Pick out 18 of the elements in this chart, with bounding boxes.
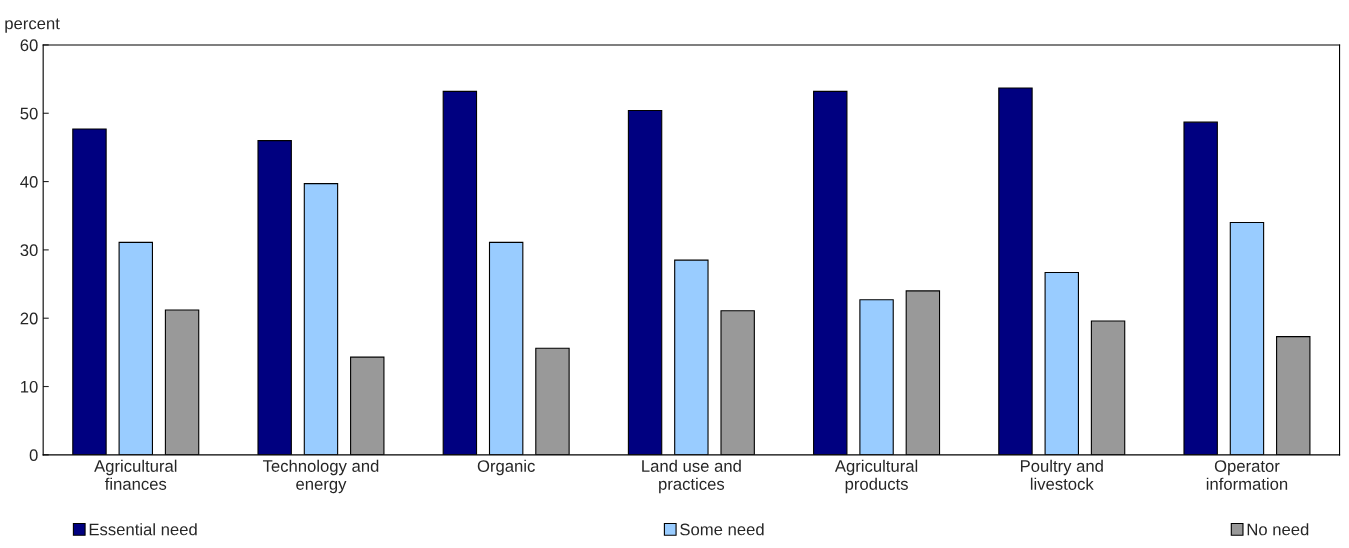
x-tick-label: Agricultural products bbox=[834, 459, 918, 494]
y-tick-label: 20 bbox=[20, 312, 38, 325]
x-tick-label: Operator information bbox=[1206, 460, 1288, 490]
y-tick-label: 0 bbox=[29, 449, 38, 462]
legend-label: No need bbox=[1247, 523, 1309, 536]
legend-label: Some need bbox=[680, 523, 764, 536]
legend-label: Essential need bbox=[89, 523, 197, 536]
x-tick-label: Technology and energy bbox=[262, 459, 379, 494]
y-axis-title: percent bbox=[5, 18, 60, 33]
x-tick-label: Poultry and livestock bbox=[1020, 459, 1103, 490]
y-tick-label: 30 bbox=[20, 244, 38, 257]
x-tick-label: Agricultural finances bbox=[94, 459, 177, 490]
y-tick-label: 10 bbox=[21, 380, 38, 393]
y-tick-label: 40 bbox=[20, 175, 38, 188]
x-tick-label: Land use and practices bbox=[642, 459, 741, 494]
x-tick-label: Organic bbox=[477, 459, 535, 476]
y-tick-label: 50 bbox=[20, 107, 38, 120]
y-tick-label: 60 bbox=[20, 39, 38, 52]
